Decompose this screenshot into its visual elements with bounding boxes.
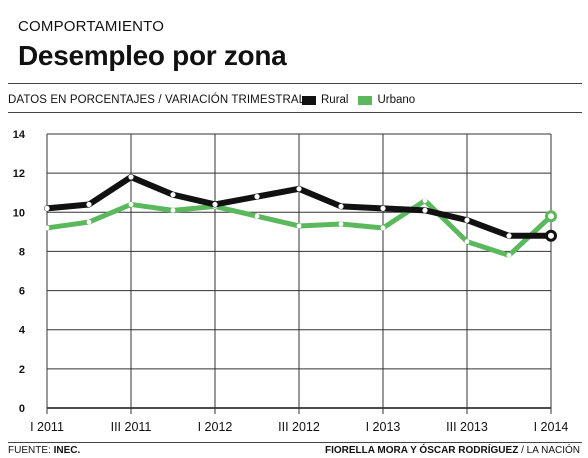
data-point-urbano-8 xyxy=(380,225,386,231)
x-tick-label-4: I 2013 xyxy=(366,420,401,434)
data-point-rural-2 xyxy=(128,174,134,180)
credit-note: FIORELLA MORA Y ÓSCAR RODRÍGUEZ / LA NAC… xyxy=(325,445,580,456)
data-point-urbano-1 xyxy=(86,219,92,225)
data-point-rural-6 xyxy=(296,186,302,192)
x-tick-label-5: III 2013 xyxy=(446,420,488,434)
data-point-rural-8 xyxy=(380,205,386,211)
data-point-rural-9 xyxy=(422,207,428,213)
legend-swatch-rural xyxy=(302,95,316,105)
data-point-rural-0 xyxy=(44,205,50,211)
chart-title: Desempleo por zona xyxy=(18,40,287,71)
data-point-rural-5 xyxy=(254,194,260,200)
y-tick-label-14: 14 xyxy=(13,129,26,141)
data-point-urbano-9 xyxy=(422,198,428,203)
y-tick-label-12: 12 xyxy=(13,168,25,180)
source-prefix: FUENTE: xyxy=(8,445,51,456)
data-point-urbano-3 xyxy=(170,207,176,213)
top-divider xyxy=(8,83,582,84)
y-tick-label-2: 2 xyxy=(19,364,25,376)
source-name: INEC. xyxy=(53,445,81,456)
data-point-rural-11 xyxy=(506,233,512,239)
chart-kicker: COMPORTAMIENTO xyxy=(18,18,165,35)
data-point-rural-7 xyxy=(338,203,344,210)
data-point-urbano-6 xyxy=(296,223,302,229)
x-tick-label-6: I 2014 xyxy=(534,420,569,434)
data-point-urbano-7 xyxy=(338,221,344,227)
credit-authors: FIORELLA MORA Y ÓSCAR RODRÍGUEZ xyxy=(324,445,519,456)
footer-divider xyxy=(8,442,582,443)
legend-label-rural: Rural xyxy=(321,94,349,106)
y-tick-label-10: 10 xyxy=(13,207,25,219)
data-point-urbano-2 xyxy=(128,202,134,207)
endpoint-marker-urbano xyxy=(545,210,557,223)
data-point-urbano-10 xyxy=(464,239,470,245)
data-point-urbano-5 xyxy=(254,213,260,219)
credit-outlet: / LA NACIÓN xyxy=(521,445,580,456)
endpoint-marker-rural xyxy=(545,229,557,242)
legend-item-urbano: Urbano xyxy=(358,94,415,106)
data-point-rural-3 xyxy=(170,192,176,198)
data-point-rural-1 xyxy=(86,201,92,208)
x-tick-label-2: I 2012 xyxy=(198,420,233,434)
legend-label-urbano: Urbano xyxy=(377,94,416,106)
y-tick-label-4: 4 xyxy=(19,325,26,337)
legend-item-rural: Rural xyxy=(302,94,348,106)
data-point-urbano-11 xyxy=(506,252,512,258)
y-tick-label-0: 0 xyxy=(19,403,25,415)
source-note: FUENTE: INEC. xyxy=(8,445,80,456)
data-point-rural-10 xyxy=(464,217,470,223)
legend-swatch-urbano xyxy=(358,95,373,105)
y-tick-label-6: 6 xyxy=(19,286,25,298)
x-tick-label-1: III 2011 xyxy=(111,420,152,434)
data-point-rural-4 xyxy=(212,201,218,208)
chart-subtitle: DATOS EN PORCENTAJES / VARIACIÓN TRIMEST… xyxy=(8,94,306,106)
x-tick-label-3: III 2012 xyxy=(278,420,320,434)
data-point-urbano-0 xyxy=(44,225,50,231)
legend: Rural Urbano xyxy=(302,94,425,106)
y-tick-label-8: 8 xyxy=(19,246,25,258)
header-divider xyxy=(8,112,582,113)
x-tick-label-0: I 2011 xyxy=(30,420,64,434)
